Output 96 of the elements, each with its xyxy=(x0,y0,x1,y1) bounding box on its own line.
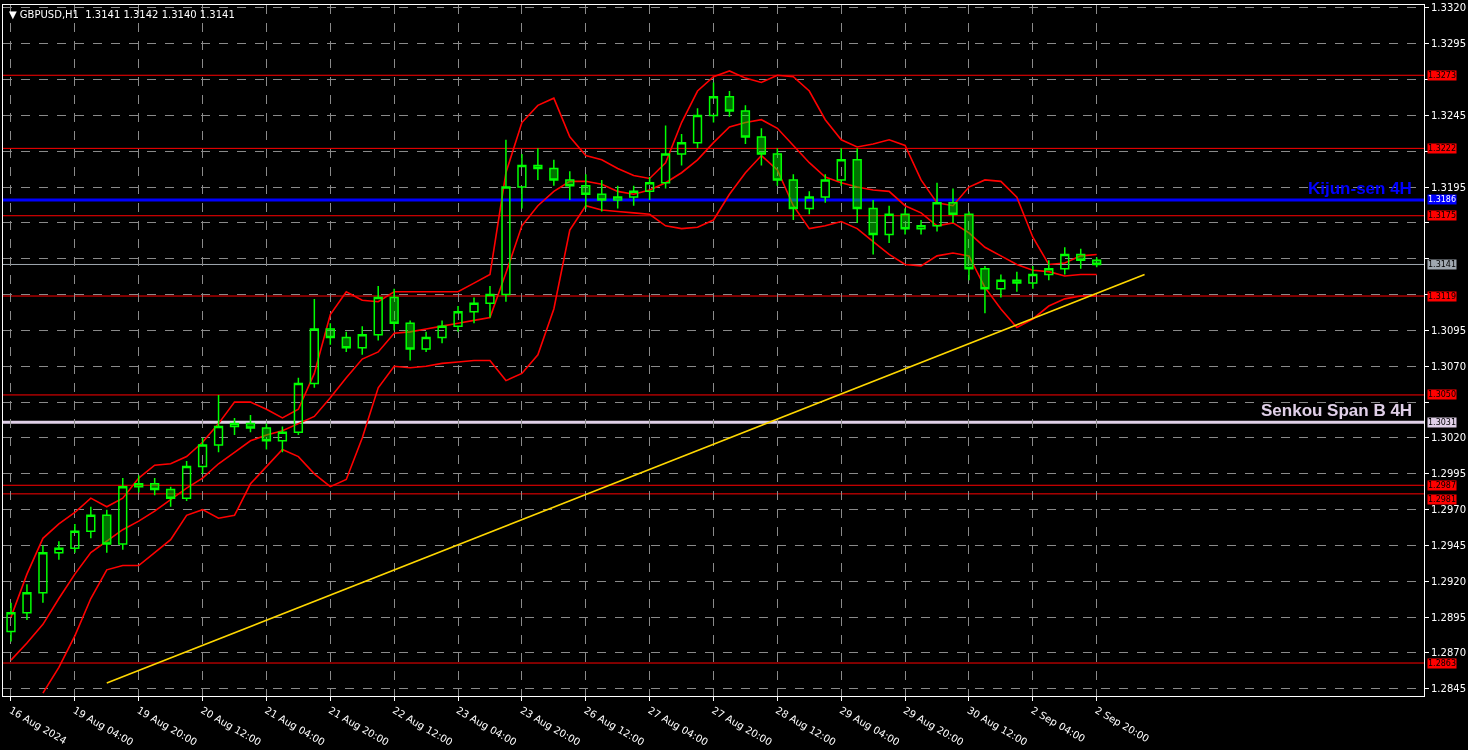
candlestick xyxy=(804,190,814,216)
candlestick xyxy=(692,107,703,150)
candlestick xyxy=(900,207,910,236)
candlestick xyxy=(836,147,846,187)
candlestick xyxy=(644,176,655,201)
candlestick xyxy=(788,173,798,221)
candlestick xyxy=(54,540,64,561)
ref-line-label: 1.2987 xyxy=(1428,481,1456,490)
candlestick xyxy=(916,219,926,236)
y-tick-label: 1.3095 xyxy=(1431,324,1466,336)
y-tick-label: 1.2845 xyxy=(1431,683,1466,695)
candlestick xyxy=(1092,256,1102,269)
annotation: Senkou Span B 4H xyxy=(1261,401,1413,420)
candlestick xyxy=(309,298,319,389)
candlestick xyxy=(485,285,495,319)
ref-line-label: 1.3175 xyxy=(1428,211,1456,220)
y-tick-label: 1.2995 xyxy=(1431,468,1466,480)
candlestick xyxy=(533,147,543,181)
candlestick xyxy=(70,523,80,554)
candlestick xyxy=(389,288,399,332)
candlestick xyxy=(197,437,208,475)
candlestick xyxy=(437,319,447,345)
candlestick xyxy=(1044,259,1054,281)
ref-line-label: 1.3031 xyxy=(1428,418,1456,427)
candlestick xyxy=(613,184,623,210)
y-tick-label: 1.3320 xyxy=(1431,2,1466,14)
ref-line-label: 1.3222 xyxy=(1428,144,1456,153)
ref-line-label: 1.3119 xyxy=(1428,292,1456,301)
candlestick xyxy=(884,204,894,244)
y-tick-label: 1.3295 xyxy=(1431,38,1466,50)
ref-line-label: 1.3186 xyxy=(1428,195,1456,204)
candlestick xyxy=(38,544,48,604)
candlestick xyxy=(724,90,735,118)
candlestick xyxy=(708,81,719,124)
y-tick-label: 1.3245 xyxy=(1431,109,1466,121)
candlestick xyxy=(261,422,272,451)
candlestick xyxy=(756,127,767,167)
candlestick xyxy=(581,173,591,210)
y-tick-label: 1.2970 xyxy=(1431,504,1466,516)
candlestick xyxy=(22,583,32,621)
ref-line-label: 1.2981 xyxy=(1428,495,1456,504)
candlestick xyxy=(549,159,559,187)
candlestick xyxy=(517,153,527,210)
candlestick xyxy=(996,273,1006,299)
ref-line-label: 1.3141 xyxy=(1428,260,1456,269)
candlestick xyxy=(597,179,607,213)
candlestick xyxy=(852,147,862,224)
candlestick xyxy=(357,325,367,356)
candlestick xyxy=(150,477,160,497)
candlestick xyxy=(213,394,224,454)
chart-title: ▼ GBPUSD,H1 1.3141 1.3142 1.3140 1.3141 xyxy=(9,9,235,20)
y-tick-label: 1.2920 xyxy=(1431,575,1466,587)
candlestick xyxy=(245,414,256,433)
candlestick xyxy=(820,173,830,204)
candlestick xyxy=(565,170,575,201)
candlestick xyxy=(1028,265,1038,290)
y-tick-label: 1.3070 xyxy=(1431,360,1466,372)
candlestick xyxy=(980,265,990,314)
candlestick xyxy=(868,199,878,256)
y-tick-label: 1.3020 xyxy=(1431,432,1466,444)
y-tick-label: 1.2945 xyxy=(1431,539,1466,551)
candlestick xyxy=(1060,246,1070,276)
candlestick xyxy=(325,322,335,346)
candlestick xyxy=(293,376,304,436)
candlestick xyxy=(229,417,240,436)
candlestick xyxy=(86,506,96,540)
candlestick xyxy=(181,460,192,502)
candlestick xyxy=(501,139,511,303)
candlestick xyxy=(740,104,751,145)
candlestick xyxy=(932,182,942,233)
annotation: Kijun-sen 4H xyxy=(1308,179,1412,198)
candlestick xyxy=(1012,270,1022,293)
ref-line-label: 1.3273 xyxy=(1428,71,1456,80)
candlestick xyxy=(964,210,974,281)
candlestick xyxy=(165,485,176,508)
candlestick xyxy=(629,184,639,207)
y-tick-label: 1.3195 xyxy=(1431,181,1466,193)
candlestick xyxy=(373,285,383,342)
candlestick xyxy=(6,602,16,643)
candlestick xyxy=(134,474,144,494)
candlestick xyxy=(405,319,415,362)
candlestick xyxy=(660,124,671,190)
candlestick xyxy=(341,331,351,353)
candlestick xyxy=(102,508,112,554)
candlestick xyxy=(676,133,687,167)
candlestick xyxy=(118,477,128,551)
candlestick xyxy=(453,305,463,333)
y-tick-label: 1.2895 xyxy=(1431,611,1466,623)
candlestick xyxy=(1076,247,1086,270)
candlestick xyxy=(421,331,431,353)
candlestick xyxy=(277,425,288,454)
ref-line-label: 1.2863 xyxy=(1428,659,1456,668)
candlestick xyxy=(772,147,783,187)
candlestick xyxy=(948,187,958,224)
y-tick-label: 1.2870 xyxy=(1431,647,1466,659)
ref-line-label: 1.3050 xyxy=(1428,390,1456,399)
